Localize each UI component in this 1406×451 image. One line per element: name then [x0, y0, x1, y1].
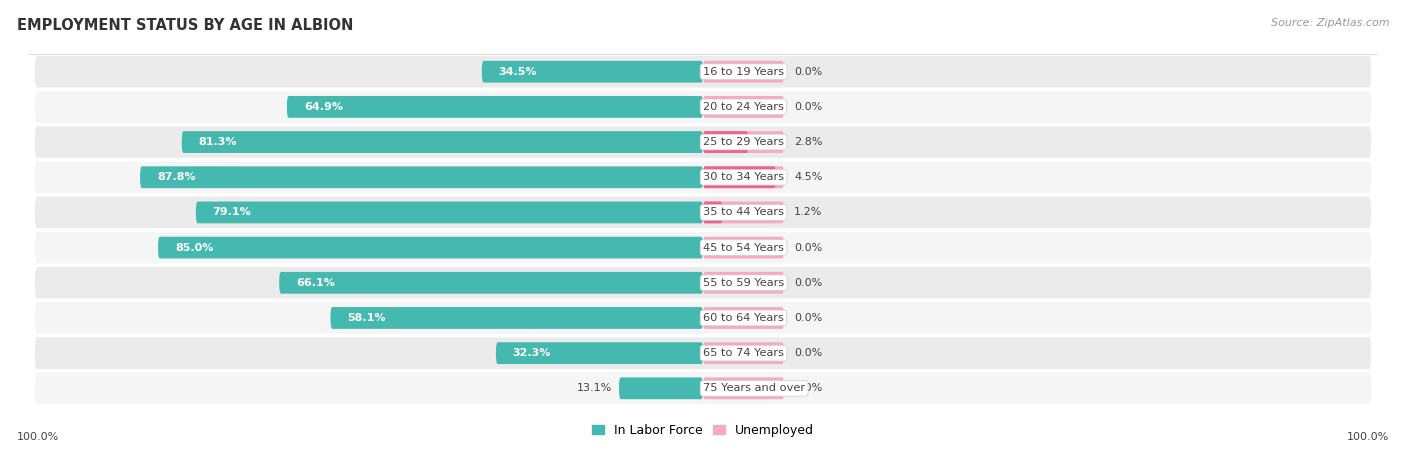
Text: 25 to 29 Years: 25 to 29 Years: [703, 137, 785, 147]
FancyBboxPatch shape: [703, 307, 785, 329]
FancyBboxPatch shape: [35, 232, 1371, 263]
Text: 65 to 74 Years: 65 to 74 Years: [703, 348, 785, 358]
Text: 0.0%: 0.0%: [794, 102, 823, 112]
FancyBboxPatch shape: [157, 237, 703, 258]
Text: 81.3%: 81.3%: [198, 137, 238, 147]
Text: 64.9%: 64.9%: [304, 102, 343, 112]
Text: 16 to 19 Years: 16 to 19 Years: [703, 67, 785, 77]
FancyBboxPatch shape: [703, 131, 785, 153]
Text: 0.0%: 0.0%: [794, 67, 823, 77]
Text: 60 to 64 Years: 60 to 64 Years: [703, 313, 785, 323]
FancyBboxPatch shape: [35, 302, 1371, 334]
Text: 20 to 24 Years: 20 to 24 Years: [703, 102, 785, 112]
FancyBboxPatch shape: [703, 131, 748, 153]
FancyBboxPatch shape: [35, 337, 1371, 369]
FancyBboxPatch shape: [195, 202, 703, 223]
Text: 35 to 44 Years: 35 to 44 Years: [703, 207, 785, 217]
Text: 32.3%: 32.3%: [513, 348, 551, 358]
Text: 0.0%: 0.0%: [794, 278, 823, 288]
Text: 34.5%: 34.5%: [499, 67, 537, 77]
FancyBboxPatch shape: [496, 342, 703, 364]
FancyBboxPatch shape: [35, 197, 1371, 228]
Text: 13.1%: 13.1%: [576, 383, 612, 393]
FancyBboxPatch shape: [35, 161, 1371, 193]
Text: 0.0%: 0.0%: [794, 383, 823, 393]
FancyBboxPatch shape: [35, 373, 1371, 404]
Text: 87.8%: 87.8%: [157, 172, 195, 182]
FancyBboxPatch shape: [35, 91, 1371, 123]
FancyBboxPatch shape: [330, 307, 703, 329]
FancyBboxPatch shape: [703, 237, 785, 258]
Text: 0.0%: 0.0%: [794, 313, 823, 323]
Text: 0.0%: 0.0%: [794, 348, 823, 358]
FancyBboxPatch shape: [280, 272, 703, 294]
Text: 0.0%: 0.0%: [794, 243, 823, 253]
FancyBboxPatch shape: [35, 56, 1371, 87]
FancyBboxPatch shape: [703, 166, 776, 188]
Text: 45 to 54 Years: 45 to 54 Years: [703, 243, 785, 253]
FancyBboxPatch shape: [287, 96, 703, 118]
Text: 30 to 34 Years: 30 to 34 Years: [703, 172, 785, 182]
FancyBboxPatch shape: [703, 96, 785, 118]
FancyBboxPatch shape: [482, 61, 703, 83]
Text: 100.0%: 100.0%: [1347, 432, 1389, 442]
Text: Source: ZipAtlas.com: Source: ZipAtlas.com: [1271, 18, 1389, 28]
FancyBboxPatch shape: [703, 166, 785, 188]
FancyBboxPatch shape: [141, 166, 703, 188]
Text: 55 to 59 Years: 55 to 59 Years: [703, 278, 785, 288]
Text: 4.5%: 4.5%: [794, 172, 823, 182]
Text: 75 Years and over: 75 Years and over: [703, 383, 806, 393]
FancyBboxPatch shape: [35, 126, 1371, 158]
Legend: In Labor Force, Unemployed: In Labor Force, Unemployed: [586, 419, 820, 442]
Text: 100.0%: 100.0%: [17, 432, 59, 442]
Text: 2.8%: 2.8%: [794, 137, 823, 147]
Text: 79.1%: 79.1%: [212, 207, 252, 217]
FancyBboxPatch shape: [703, 61, 785, 83]
FancyBboxPatch shape: [619, 377, 703, 399]
Text: 66.1%: 66.1%: [297, 278, 335, 288]
FancyBboxPatch shape: [35, 267, 1371, 299]
Text: 1.2%: 1.2%: [794, 207, 823, 217]
Text: 85.0%: 85.0%: [174, 243, 214, 253]
Text: EMPLOYMENT STATUS BY AGE IN ALBION: EMPLOYMENT STATUS BY AGE IN ALBION: [17, 18, 353, 33]
Text: 58.1%: 58.1%: [347, 313, 385, 323]
FancyBboxPatch shape: [181, 131, 703, 153]
FancyBboxPatch shape: [703, 342, 785, 364]
FancyBboxPatch shape: [703, 377, 785, 399]
FancyBboxPatch shape: [703, 202, 723, 223]
FancyBboxPatch shape: [703, 272, 785, 294]
FancyBboxPatch shape: [703, 202, 785, 223]
